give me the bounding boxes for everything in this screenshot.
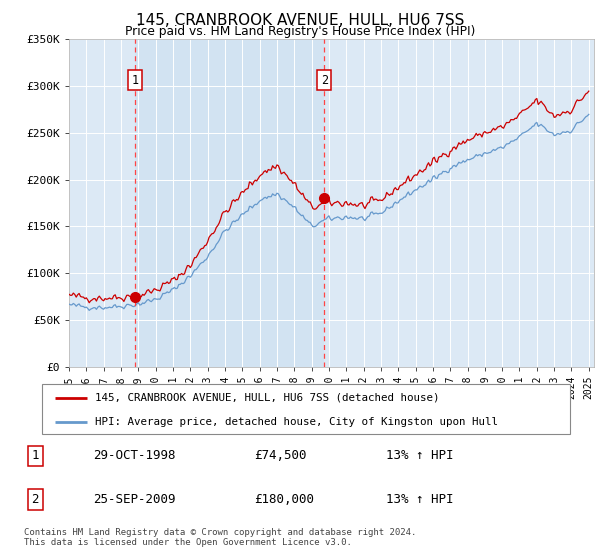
Text: 13% ↑ HPI: 13% ↑ HPI xyxy=(386,449,454,463)
Text: 13% ↑ HPI: 13% ↑ HPI xyxy=(386,493,454,506)
Text: 145, CRANBROOK AVENUE, HULL, HU6 7SS (detached house): 145, CRANBROOK AVENUE, HULL, HU6 7SS (de… xyxy=(95,393,439,403)
Text: £180,000: £180,000 xyxy=(254,493,314,506)
Text: 1: 1 xyxy=(132,74,139,87)
Text: 25-SEP-2009: 25-SEP-2009 xyxy=(92,493,175,506)
Text: 1: 1 xyxy=(31,449,39,463)
Text: 145, CRANBROOK AVENUE, HULL, HU6 7SS: 145, CRANBROOK AVENUE, HULL, HU6 7SS xyxy=(136,13,464,29)
FancyBboxPatch shape xyxy=(42,384,570,434)
Text: Contains HM Land Registry data © Crown copyright and database right 2024.
This d: Contains HM Land Registry data © Crown c… xyxy=(24,528,416,547)
Text: £74,500: £74,500 xyxy=(254,449,307,463)
Text: 29-OCT-1998: 29-OCT-1998 xyxy=(92,449,175,463)
Text: Price paid vs. HM Land Registry's House Price Index (HPI): Price paid vs. HM Land Registry's House … xyxy=(125,25,475,38)
Text: HPI: Average price, detached house, City of Kingston upon Hull: HPI: Average price, detached house, City… xyxy=(95,417,498,427)
Text: 2: 2 xyxy=(31,493,39,506)
Bar xyxy=(136,39,324,367)
Text: 2: 2 xyxy=(320,74,328,87)
